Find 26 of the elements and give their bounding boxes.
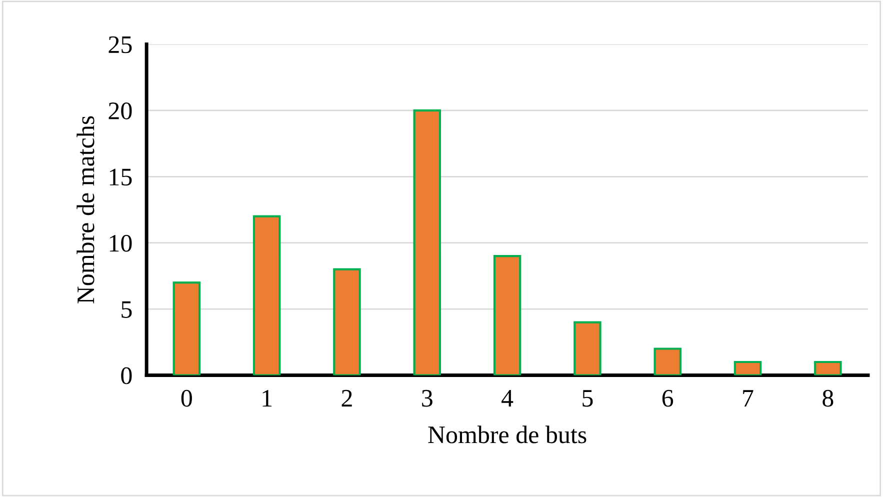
bar [252, 215, 281, 376]
bar [734, 360, 762, 376]
x-tick-label: 2 [342, 390, 352, 406]
x-tick-label: 5 [582, 390, 593, 407]
bar [654, 348, 682, 376]
bar [333, 268, 361, 376]
y-tick-label: 25 [108, 36, 132, 54]
x-tick-label: 3 [422, 390, 432, 407]
bar [172, 282, 201, 376]
y-tick-label: 20 [108, 102, 132, 120]
bar [574, 321, 602, 376]
x-tick-label: 4 [502, 390, 514, 406]
x-tick-label: 7 [743, 390, 754, 406]
x-tick-label: 1 [262, 390, 272, 406]
x-tick-label: 6 [662, 390, 674, 407]
x-axis-title: Nombre de buts [428, 426, 586, 444]
x-tick-label: 8 [822, 390, 834, 407]
y-tick-label: 0 [121, 367, 132, 384]
x-tick-label: 0 [181, 390, 192, 407]
bar [493, 255, 522, 376]
bar [413, 109, 441, 376]
y-tick-label: 5 [122, 301, 132, 318]
y-tick-label: 15 [110, 168, 132, 186]
y-tick-label: 10 [110, 234, 132, 252]
bar [814, 360, 842, 376]
y-axis-title: Nombre de matchs [76, 116, 94, 304]
